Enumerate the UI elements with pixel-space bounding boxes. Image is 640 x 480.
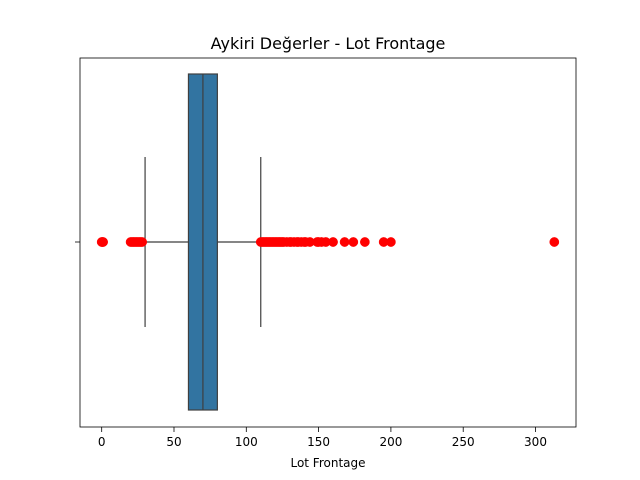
x-tick-label: 0 [98, 435, 106, 449]
outlier-point [137, 237, 148, 247]
outlier-point [549, 237, 560, 247]
x-tick-label: 150 [307, 435, 330, 449]
x-axis-ticks: 0 50 100 150 200 250 300 [98, 427, 547, 449]
chart-marks [96, 73, 560, 411]
x-tick-label: 200 [379, 435, 402, 449]
outlier-point [348, 237, 359, 247]
outlier-point [98, 237, 108, 247]
outlier-point [339, 237, 350, 247]
outlier-point [360, 237, 370, 247]
outlier-point [386, 237, 396, 247]
x-tick-label: 50 [166, 435, 181, 449]
x-tick-label: 300 [524, 435, 547, 449]
x-tick-label: 250 [452, 435, 475, 449]
x-tick-label: 100 [235, 435, 258, 449]
x-axis-label: Lot Frontage [290, 456, 365, 470]
chart-title: Aykiri Değerler - Lot Frontage [211, 34, 446, 53]
outlier-point [328, 237, 338, 247]
plot-frame [79, 57, 577, 428]
